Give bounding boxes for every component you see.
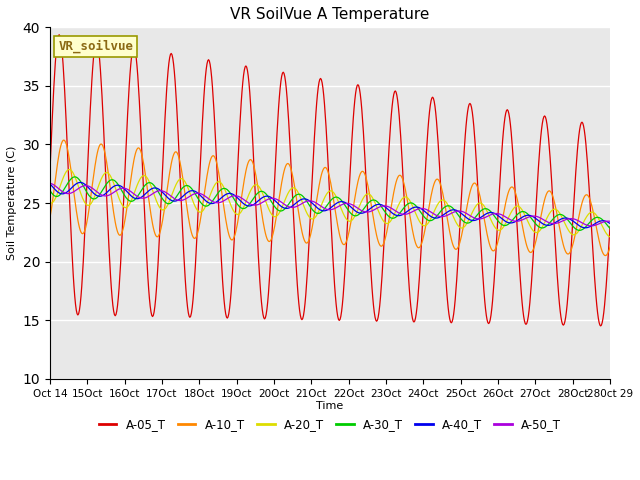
Text: VR_soilvue: VR_soilvue bbox=[58, 40, 133, 53]
A-20_T bbox=[46, 200, 54, 206]
A-50_T bbox=[588, 223, 595, 229]
A-50_T bbox=[193, 191, 201, 196]
A-10_T bbox=[602, 252, 609, 258]
Line: A-05_T: A-05_T bbox=[50, 35, 610, 326]
A-30_T bbox=[170, 198, 177, 204]
A-20_T bbox=[377, 213, 385, 218]
A-20_T bbox=[606, 234, 614, 240]
A-10_T bbox=[170, 152, 177, 158]
A-20_T bbox=[65, 167, 73, 172]
Y-axis label: Soil Temperature (C): Soil Temperature (C) bbox=[7, 146, 17, 260]
A-05_T bbox=[170, 61, 177, 67]
A-40_T bbox=[46, 181, 54, 187]
Line: A-50_T: A-50_T bbox=[50, 183, 610, 226]
A-05_T bbox=[597, 323, 605, 329]
A-20_T bbox=[170, 188, 177, 193]
A-30_T bbox=[194, 195, 202, 201]
A-10_T bbox=[322, 165, 330, 171]
A-50_T bbox=[169, 195, 177, 201]
A-50_T bbox=[376, 204, 383, 210]
A-30_T bbox=[556, 212, 563, 217]
A-30_T bbox=[576, 228, 584, 233]
A-30_T bbox=[322, 204, 330, 210]
A-05_T bbox=[432, 110, 440, 116]
A-05_T bbox=[194, 218, 202, 224]
A-50_T bbox=[431, 212, 439, 217]
A-40_T bbox=[170, 198, 177, 204]
A-40_T bbox=[76, 180, 84, 185]
A-10_T bbox=[556, 224, 563, 230]
A-30_T bbox=[432, 215, 440, 220]
A-30_T bbox=[606, 226, 614, 231]
A-05_T bbox=[46, 171, 54, 177]
A-05_T bbox=[322, 123, 330, 129]
Line: A-40_T: A-40_T bbox=[50, 182, 610, 228]
A-50_T bbox=[555, 220, 563, 226]
A-20_T bbox=[432, 205, 440, 211]
A-30_T bbox=[46, 187, 54, 193]
A-50_T bbox=[321, 206, 329, 212]
X-axis label: Time: Time bbox=[316, 401, 344, 411]
A-10_T bbox=[606, 244, 614, 250]
A-20_T bbox=[322, 192, 330, 198]
A-50_T bbox=[606, 218, 614, 224]
A-05_T bbox=[606, 224, 614, 229]
A-40_T bbox=[581, 225, 589, 231]
A-10_T bbox=[60, 137, 68, 143]
A-10_T bbox=[194, 230, 202, 236]
A-40_T bbox=[322, 208, 330, 214]
Line: A-30_T: A-30_T bbox=[50, 177, 610, 230]
A-10_T bbox=[432, 177, 440, 183]
A-20_T bbox=[194, 208, 202, 214]
A-20_T bbox=[556, 210, 563, 216]
A-10_T bbox=[377, 243, 385, 249]
A-40_T bbox=[606, 221, 614, 227]
A-10_T bbox=[46, 216, 54, 221]
Line: A-10_T: A-10_T bbox=[50, 140, 610, 255]
A-40_T bbox=[556, 217, 563, 223]
A-30_T bbox=[71, 174, 79, 180]
A-05_T bbox=[55, 32, 63, 37]
Title: VR SoilVue A Temperature: VR SoilVue A Temperature bbox=[230, 7, 429, 22]
A-30_T bbox=[377, 203, 385, 208]
A-05_T bbox=[377, 294, 385, 300]
A-50_T bbox=[46, 180, 54, 186]
A-40_T bbox=[377, 202, 385, 207]
Line: A-20_T: A-20_T bbox=[50, 169, 610, 237]
A-40_T bbox=[432, 215, 440, 221]
A-05_T bbox=[556, 301, 563, 307]
Legend: A-05_T, A-10_T, A-20_T, A-30_T, A-40_T, A-50_T: A-05_T, A-10_T, A-20_T, A-30_T, A-40_T, … bbox=[94, 414, 566, 436]
A-40_T bbox=[194, 190, 202, 196]
